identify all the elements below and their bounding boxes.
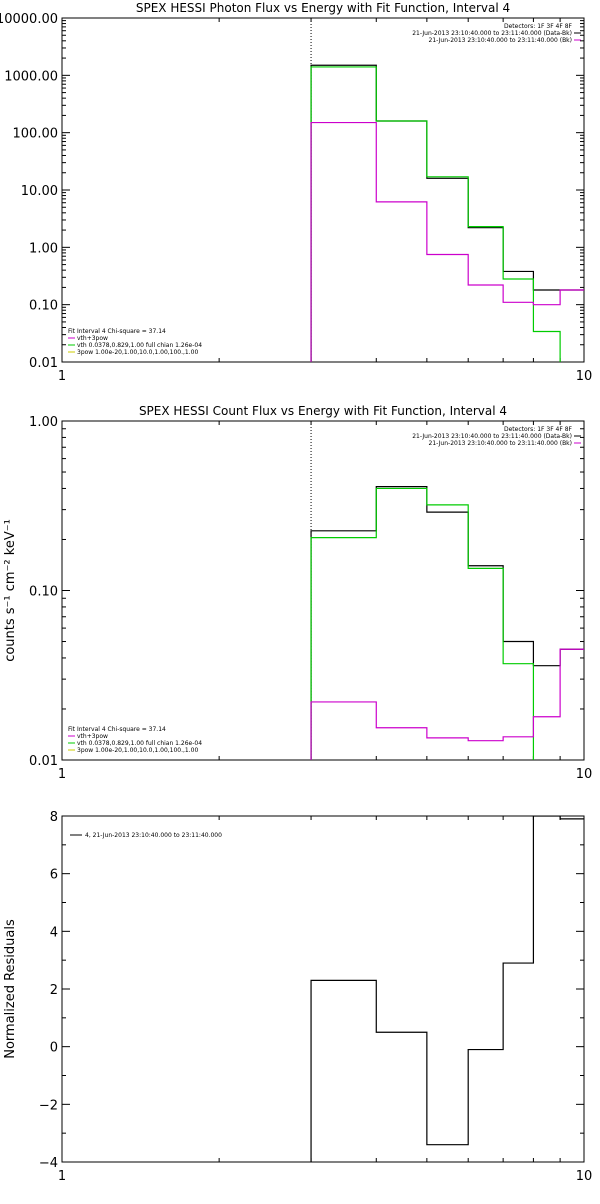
x-tick-label: 1 [58, 1169, 66, 1184]
bottom-legend-text: 3pow 1.00e-20,1.00,10.0,1.00,100.,1.00 [77, 747, 198, 754]
y-axis-label: Normalized Residuals [3, 919, 18, 1059]
top-legend-text: Detectors: 1F 3F 4F 8F [504, 23, 573, 30]
y-tick-label: 0.10 [29, 585, 58, 600]
x-tick-label: 10 [576, 1169, 593, 1184]
x-tick-label: 1 [58, 369, 66, 384]
plot-frame [61, 815, 585, 1163]
y-tick-label: 1000.00 [4, 69, 58, 84]
bottom-legend-text: Fit Interval 4 Chi-square = 37.14 [68, 328, 166, 335]
chart-panel-3: Normalized Residuals 1 10 −4 −2 0 2 4 6 8 4, 21-Ju… [3, 810, 592, 1184]
series-1-histogram [310, 66, 561, 362]
y-tick-label: 2 [50, 983, 58, 998]
y-tick-label: 4 [50, 925, 58, 940]
y-tick-label: 10000.00 [0, 12, 58, 27]
plot-frame [61, 17, 585, 363]
bottom-legend-text: Fit Interval 4 Chi-square = 37.14 [68, 726, 166, 733]
series-1-histogram [310, 487, 535, 760]
bottom-legend-text: 3pow 1.00e-20,1.00,10.0,1.00,100.,1.00 [77, 349, 198, 356]
y-tick-label: 8 [50, 810, 58, 825]
top-legend-text: Detectors: 1F 3F 4F 8F [504, 426, 573, 433]
y-tick-label: 0.10 [29, 299, 58, 314]
bottom-legend-text: vth+3pow [77, 335, 108, 342]
y-tick-label: 0 [50, 1041, 58, 1056]
top-legend-text: 21-Jun-2013 23:10:40.000 to 23:11:40.000… [412, 30, 572, 37]
chart-title: SPEX HESSI Photon Flux vs Energy with Fi… [136, 1, 510, 15]
chart-panel-2: SPEX HESSI Count Flux vs Energy with Fit… [3, 404, 592, 782]
chart-panel-1: SPEX HESSI Photon Flux vs Energy with Fi… [0, 1, 592, 384]
y-tick-label: 1.00 [29, 241, 58, 256]
top-legend-text: 21-Jun-2013 23:10:40.000 to 23:11:40.000… [429, 440, 572, 447]
y-tick-label: 100.00 [13, 127, 59, 142]
y-tick-label: 1.00 [29, 415, 58, 430]
legend-text: 4, 21-Jun-2013 23:10:40.000 to 23:11:40.… [85, 832, 222, 839]
top-legend-text: 21-Jun-2013 23:10:40.000 to 23:11:40.000… [429, 37, 572, 44]
bottom-legend-text: vth 0.0378,0.829,1.00 full chian 1.26e-0… [77, 740, 202, 747]
y-axis-label: counts s⁻¹ cm⁻² keV⁻¹ [3, 519, 18, 662]
series-2-histogram [310, 648, 584, 760]
chart-title: SPEX HESSI Count Flux vs Energy with Fit… [139, 404, 507, 418]
bottom-legend-text: vth+3pow [77, 733, 108, 740]
series-2-histogram [310, 121, 584, 362]
top-legend-text: 21-Jun-2013 23:10:40.000 to 23:11:40.000… [412, 433, 572, 440]
x-tick-label: 10 [576, 767, 593, 782]
y-tick-label: 6 [50, 868, 58, 883]
y-tick-label: 0.01 [29, 754, 58, 769]
series-0-histogram [310, 486, 584, 760]
y-tick-label: 10.00 [21, 184, 58, 199]
y-tick-label: −4 [39, 1156, 58, 1171]
plot-frame [61, 420, 585, 761]
y-tick-label: −2 [39, 1098, 58, 1113]
series-0-histogram [310, 64, 584, 362]
series-0-histogram [310, 816, 584, 1162]
y-tick-label: 0.01 [29, 356, 58, 371]
x-tick-label: 1 [58, 767, 66, 782]
x-tick-label: 10 [576, 369, 593, 384]
bottom-legend-text: vth 0.0378,0.829,1.00 full chian 1.26e-0… [77, 342, 202, 349]
